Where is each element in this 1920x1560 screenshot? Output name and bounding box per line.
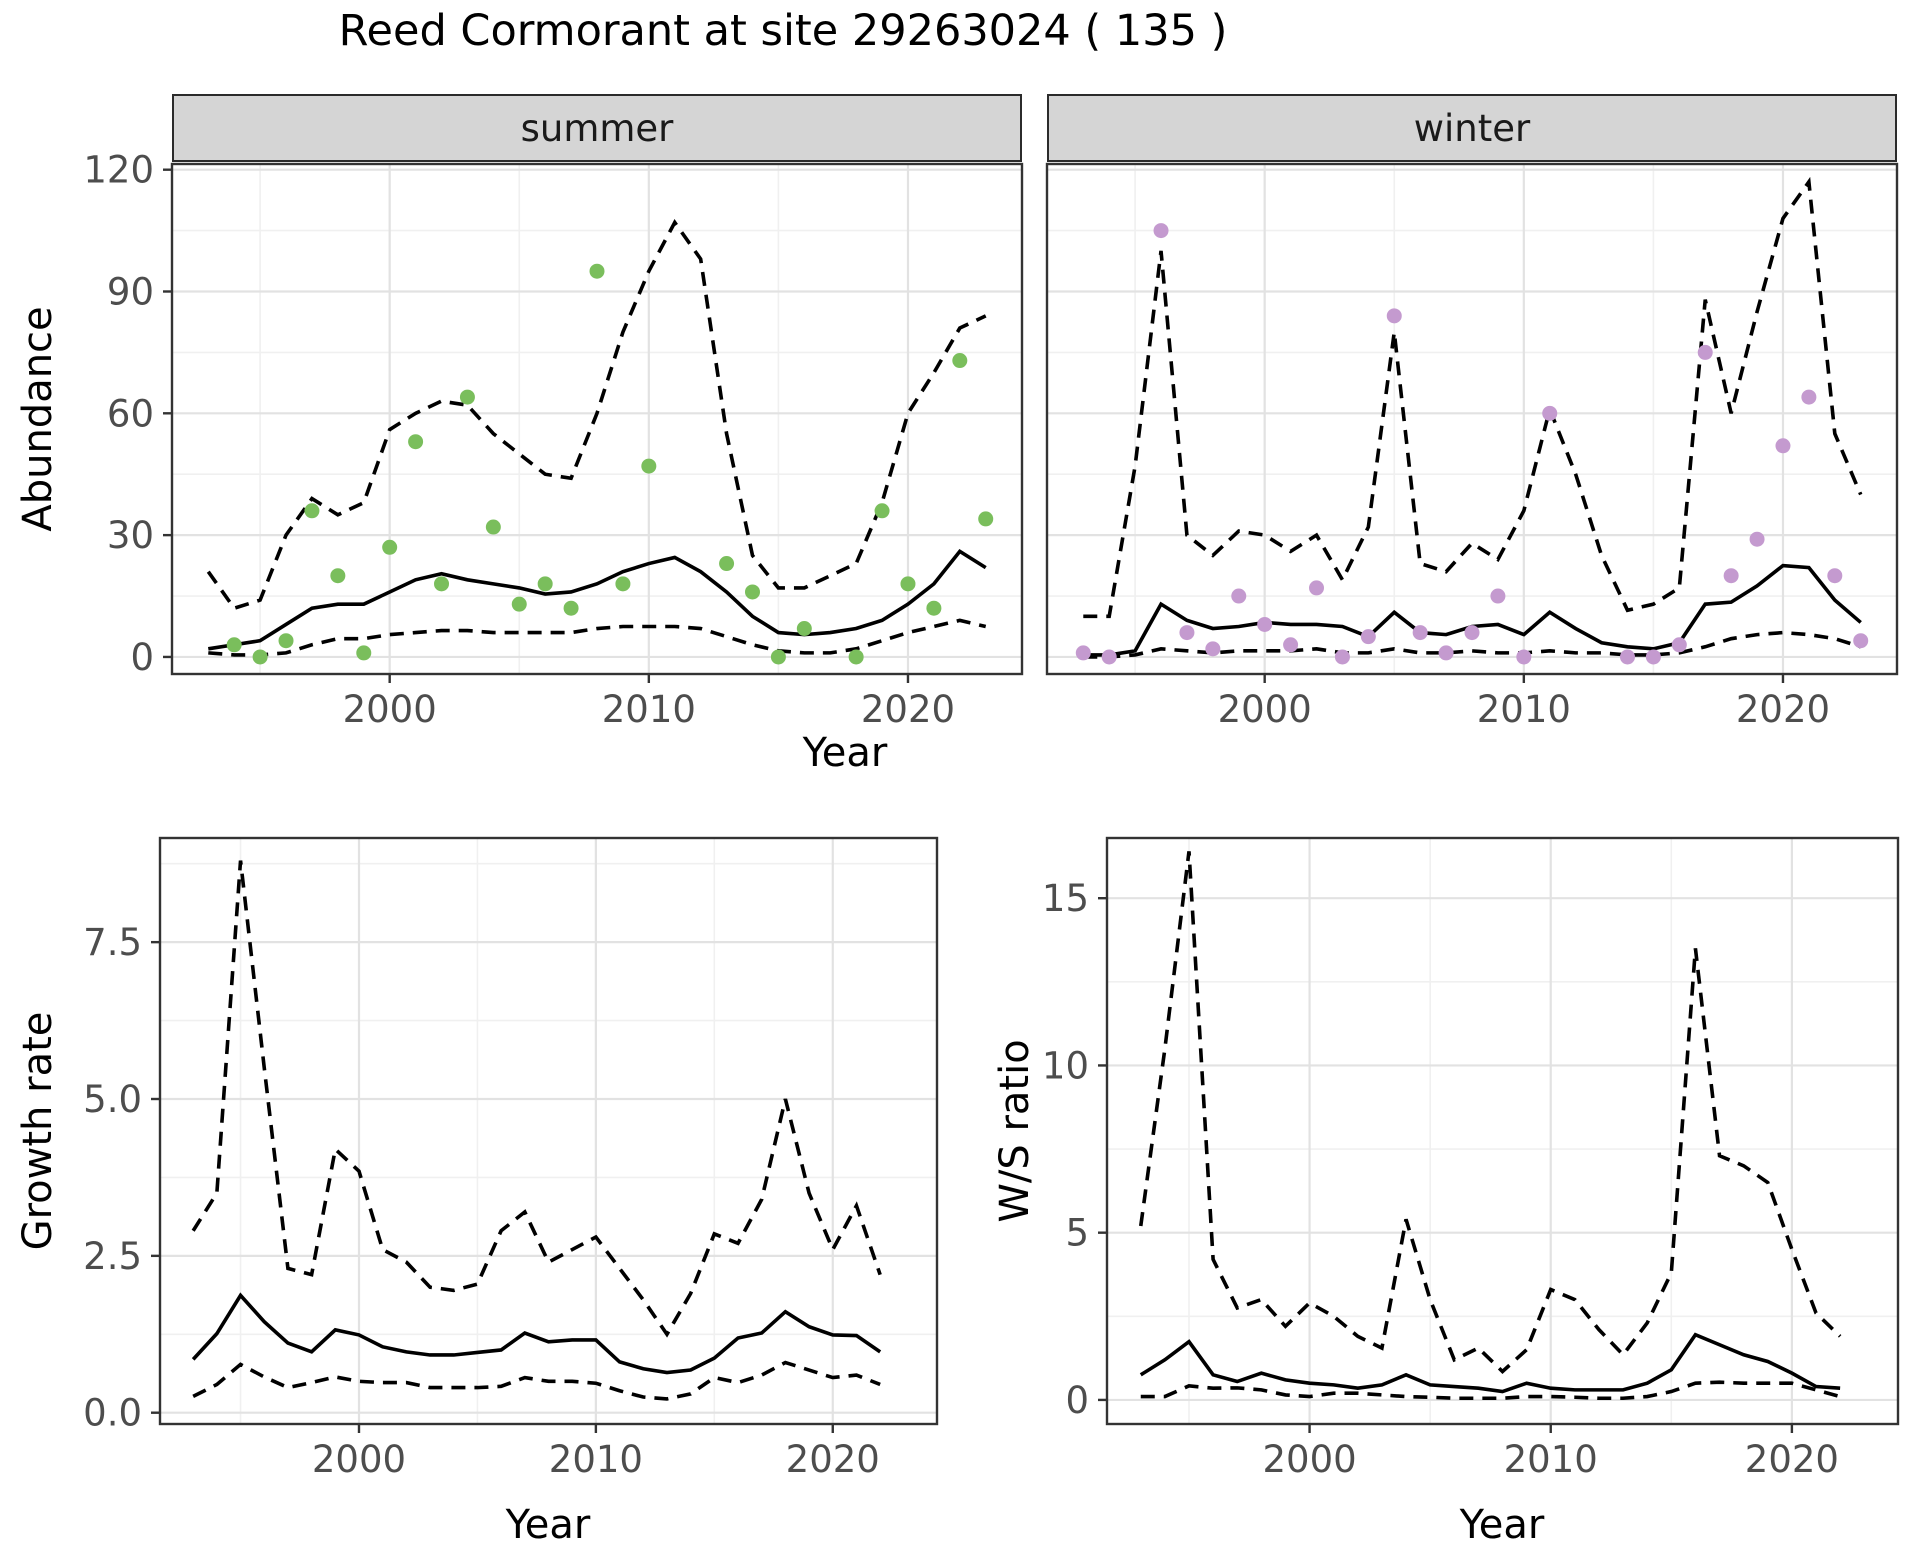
svg-text:2000: 2000 xyxy=(1218,688,1312,731)
svg-text:10: 10 xyxy=(1042,1044,1089,1087)
svg-text:2020: 2020 xyxy=(786,1438,880,1481)
svg-text:2010: 2010 xyxy=(549,1438,643,1481)
svg-text:2000: 2000 xyxy=(343,688,437,731)
svg-text:2.5: 2.5 xyxy=(83,1235,142,1278)
svg-text:0: 0 xyxy=(1065,1379,1089,1422)
svg-text:2000: 2000 xyxy=(312,1438,406,1481)
svg-text:2000: 2000 xyxy=(1262,1438,1356,1481)
svg-text:2020: 2020 xyxy=(1745,1438,1839,1481)
svg-text:7.5: 7.5 xyxy=(83,921,142,964)
svg-text:2010: 2010 xyxy=(602,688,696,731)
svg-text:90: 90 xyxy=(107,271,154,314)
x-axis-title-year-top: Year xyxy=(802,730,888,776)
x-axis-title-year-ws: Year xyxy=(1459,1502,1545,1548)
facet-strip-winter: winter xyxy=(1047,94,1897,162)
svg-text:0: 0 xyxy=(130,636,154,679)
figure-title: Reed Cormorant at site 29263024 ( 135 ) xyxy=(338,6,1228,56)
facet-strip-label-winter: winter xyxy=(1413,106,1531,150)
svg-text:0.0: 0.0 xyxy=(83,1392,142,1435)
svg-text:2020: 2020 xyxy=(1736,688,1830,731)
svg-text:30: 30 xyxy=(107,514,154,557)
svg-text:5: 5 xyxy=(1065,1212,1089,1255)
svg-text:2020: 2020 xyxy=(861,688,955,731)
svg-text:2010: 2010 xyxy=(1504,1438,1598,1481)
facet-strip-summer: summer xyxy=(172,94,1022,162)
x-axis-title-year-growth: Year xyxy=(505,1502,591,1548)
svg-text:15: 15 xyxy=(1042,877,1089,920)
svg-text:5.0: 5.0 xyxy=(83,1078,142,1121)
svg-text:2010: 2010 xyxy=(1477,688,1571,731)
facet-strip-label-summer: summer xyxy=(520,106,674,150)
svg-text:60: 60 xyxy=(107,392,154,435)
svg-text:120: 120 xyxy=(83,149,154,192)
